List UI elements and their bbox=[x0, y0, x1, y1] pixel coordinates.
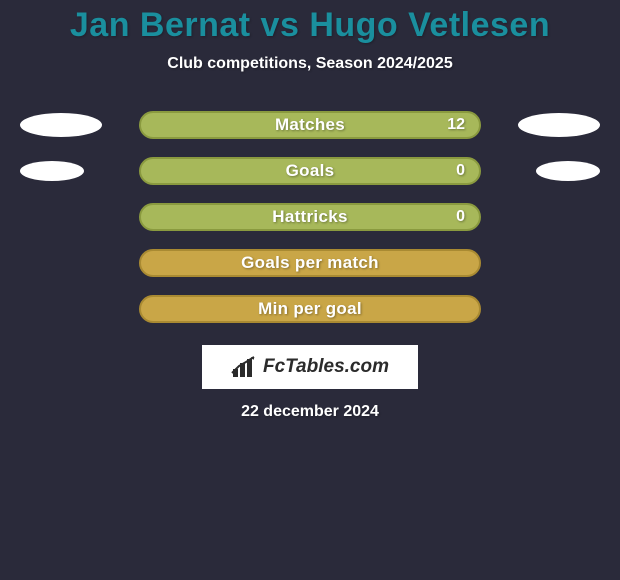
page-title: Jan Bernat vs Hugo Vetlesen bbox=[0, 0, 620, 45]
stat-label: Goals per match bbox=[241, 253, 379, 273]
comparison-infographic: Jan Bernat vs Hugo Vetlesen Club competi… bbox=[0, 0, 620, 580]
stat-label: Matches bbox=[275, 115, 345, 135]
stat-row: Goals per match bbox=[0, 249, 620, 277]
stat-row: Goals 0 bbox=[0, 157, 620, 185]
right-value-ellipse bbox=[518, 113, 600, 137]
stat-label: Hattricks bbox=[272, 207, 347, 227]
stat-row: Min per goal bbox=[0, 295, 620, 323]
snapshot-date: 22 december 2024 bbox=[0, 403, 620, 421]
brand-text: FcTables.com bbox=[263, 356, 389, 378]
right-value-ellipse bbox=[536, 161, 600, 181]
stat-right-value: 0 bbox=[456, 162, 465, 180]
stat-label: Goals bbox=[286, 161, 335, 181]
left-value-ellipse bbox=[20, 113, 102, 137]
stat-bar: Goals per match bbox=[139, 249, 481, 277]
stat-bar: Hattricks 0 bbox=[139, 203, 481, 231]
left-value-ellipse bbox=[20, 161, 84, 181]
brand-box: FcTables.com bbox=[202, 345, 418, 389]
stat-right-value: 12 bbox=[447, 116, 465, 134]
stat-bar: Goals 0 bbox=[139, 157, 481, 185]
stat-bar: Min per goal bbox=[139, 295, 481, 323]
stat-row: Hattricks 0 bbox=[0, 203, 620, 231]
stat-bar: Matches 12 bbox=[139, 111, 481, 139]
stat-row: Matches 12 bbox=[0, 111, 620, 139]
page-subtitle: Club competitions, Season 2024/2025 bbox=[0, 55, 620, 73]
stat-label: Min per goal bbox=[258, 299, 362, 319]
bar-chart-icon bbox=[231, 355, 259, 379]
stat-right-value: 0 bbox=[456, 208, 465, 226]
stat-rows: Matches 12 Goals 0 Hattricks 0 Goals per match… bbox=[0, 111, 620, 323]
